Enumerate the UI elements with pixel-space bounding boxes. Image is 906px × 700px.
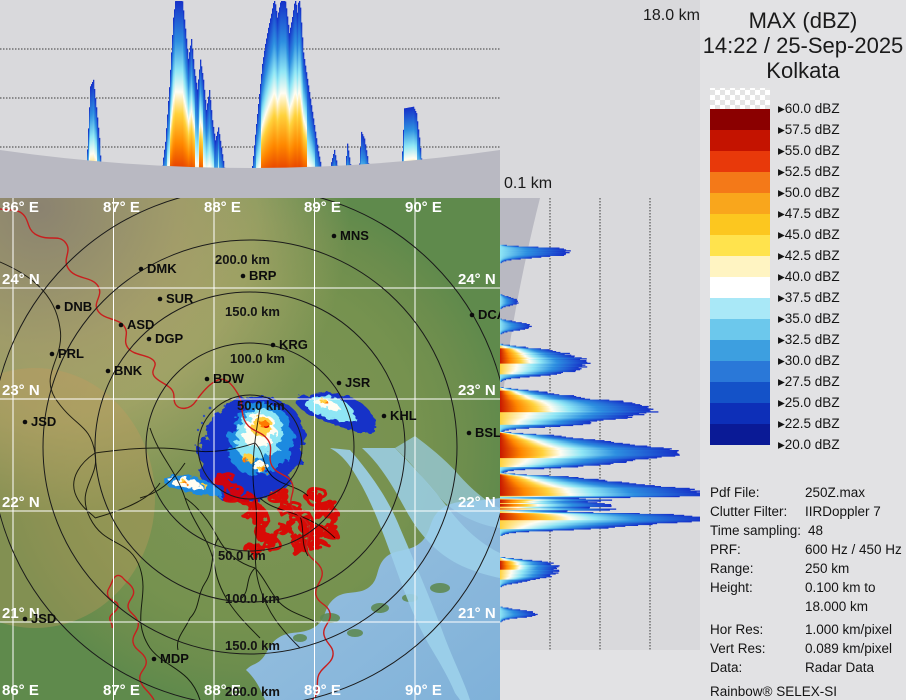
svg-text:▸37.5 dBZ: ▸37.5 dBZ: [778, 290, 840, 305]
svg-text:▸32.5 dBZ: ▸32.5 dBZ: [778, 332, 840, 347]
svg-text:▸55.0 dBZ: ▸55.0 dBZ: [778, 143, 840, 158]
svg-text:▸57.5 dBZ: ▸57.5 dBZ: [778, 122, 840, 137]
svg-text:▸25.0 dBZ: ▸25.0 dBZ: [778, 395, 840, 410]
svg-text:▸30.0 dBZ: ▸30.0 dBZ: [778, 353, 840, 368]
svg-text:23° N: 23° N: [458, 382, 496, 399]
svg-text:MDP: MDP: [160, 651, 189, 666]
svg-text:PRL: PRL: [58, 346, 84, 361]
svg-text:DGP: DGP: [155, 331, 184, 346]
svg-text:▸60.0 dBZ: ▸60.0 dBZ: [778, 101, 840, 116]
svg-text:Clutter Filter:: Clutter Filter:: [710, 504, 787, 519]
svg-text:50.0 km: 50.0 km: [237, 398, 285, 413]
svg-text:150.0 km: 150.0 km: [225, 304, 280, 319]
svg-text:▸40.0 dBZ: ▸40.0 dBZ: [778, 269, 840, 284]
svg-text:JSD: JSD: [31, 611, 56, 626]
svg-text:14:22 / 25-Sep-2025: 14:22 / 25-Sep-2025: [703, 33, 904, 58]
svg-text:▸52.5 dBZ: ▸52.5 dBZ: [778, 164, 840, 179]
svg-text:48: 48: [808, 523, 823, 538]
svg-text:Height:: Height:: [710, 580, 753, 595]
svg-text:89° E: 89° E: [304, 682, 341, 699]
svg-text:200.0 km: 200.0 km: [225, 684, 280, 699]
svg-text:Kolkata: Kolkata: [766, 58, 840, 83]
svg-text:87° E: 87° E: [103, 682, 140, 699]
svg-text:87° E: 87° E: [103, 199, 140, 216]
svg-text:250Z.max: 250Z.max: [805, 485, 865, 500]
svg-text:JSD: JSD: [31, 414, 56, 429]
svg-text:18.000 km: 18.000 km: [805, 599, 868, 614]
svg-text:600 Hz / 450 Hz: 600 Hz / 450 Hz: [805, 542, 902, 557]
svg-text:▸27.5 dBZ: ▸27.5 dBZ: [778, 374, 840, 389]
svg-text:PRF:: PRF:: [710, 542, 741, 557]
svg-text:DCA: DCA: [478, 307, 500, 322]
svg-text:24° N: 24° N: [458, 271, 496, 288]
svg-text:KHL: KHL: [390, 408, 417, 423]
svg-text:250 km: 250 km: [805, 561, 849, 576]
svg-text:BDW: BDW: [213, 371, 245, 386]
svg-text:▸22.5 dBZ: ▸22.5 dBZ: [778, 416, 840, 431]
svg-text:1.000 km/pixel: 1.000 km/pixel: [805, 622, 892, 637]
svg-text:22° N: 22° N: [458, 494, 496, 511]
svg-text:100.0 km: 100.0 km: [225, 591, 280, 606]
svg-text:89° E: 89° E: [304, 199, 341, 216]
svg-text:BSL: BSL: [475, 425, 500, 440]
svg-text:0.089 km/pixel: 0.089 km/pixel: [805, 641, 892, 656]
svg-text:22° N: 22° N: [2, 494, 40, 511]
svg-text:150.0 km: 150.0 km: [225, 638, 280, 653]
svg-text:▸20.0 dBZ: ▸20.0 dBZ: [778, 437, 840, 452]
svg-text:DMK: DMK: [147, 261, 177, 276]
svg-text:SUR: SUR: [166, 291, 194, 306]
svg-text:23° N: 23° N: [2, 382, 40, 399]
svg-text:ASD: ASD: [127, 317, 154, 332]
svg-text:▸42.5 dBZ: ▸42.5 dBZ: [778, 248, 840, 263]
svg-text:Vert Res:: Vert Res:: [710, 641, 766, 656]
svg-text:BRP: BRP: [249, 268, 277, 283]
svg-text:BNK: BNK: [114, 363, 143, 378]
svg-text:IIRDoppler 7: IIRDoppler 7: [805, 504, 881, 519]
svg-text:90° E: 90° E: [405, 682, 442, 699]
svg-text:DNB: DNB: [64, 299, 92, 314]
svg-text:100.0 km: 100.0 km: [230, 351, 285, 366]
svg-text:Hor Res:: Hor Res:: [710, 622, 763, 637]
svg-text:▸35.0 dBZ: ▸35.0 dBZ: [778, 311, 840, 326]
svg-text:0.100 km to: 0.100 km to: [805, 580, 876, 595]
svg-text:24° N: 24° N: [2, 271, 40, 288]
svg-text:JSR: JSR: [345, 375, 371, 390]
svg-text:Rainbow® SELEX-SI: Rainbow® SELEX-SI: [710, 684, 837, 699]
svg-text:Pdf File:: Pdf File:: [710, 485, 760, 500]
svg-text:▸47.5 dBZ: ▸47.5 dBZ: [778, 206, 840, 221]
svg-text:MAX (dBZ): MAX (dBZ): [749, 8, 858, 33]
svg-text:88° E: 88° E: [204, 199, 241, 216]
svg-text:Data:: Data:: [710, 660, 742, 675]
svg-text:50.0 km: 50.0 km: [218, 548, 266, 563]
svg-text:86° E: 86° E: [2, 682, 39, 699]
svg-text:MNS: MNS: [340, 228, 369, 243]
svg-text:KRG: KRG: [279, 337, 308, 352]
svg-text:Radar Data: Radar Data: [805, 660, 875, 675]
svg-text:86° E: 86° E: [2, 199, 39, 216]
svg-text:▸45.0 dBZ: ▸45.0 dBZ: [778, 227, 840, 242]
svg-text:Range:: Range:: [710, 561, 754, 576]
svg-text:21° N: 21° N: [458, 605, 496, 622]
svg-text:90° E: 90° E: [405, 199, 442, 216]
svg-text:▸50.0 dBZ: ▸50.0 dBZ: [778, 185, 840, 200]
svg-text:Time sampling:: Time sampling:: [710, 523, 801, 538]
svg-text:200.0 km: 200.0 km: [215, 252, 270, 267]
